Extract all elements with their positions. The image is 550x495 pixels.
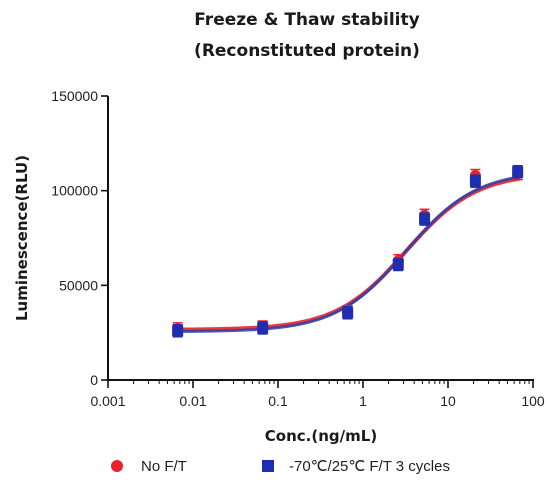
x-tick-label: 100: [521, 393, 545, 409]
point-series-2: [257, 322, 269, 334]
x-tick-label: 0.001: [90, 393, 125, 409]
y-tick-label: 100000: [51, 183, 98, 199]
data-points: [172, 164, 524, 338]
axes: [107, 96, 534, 381]
point-series-2: [419, 213, 431, 225]
legend: No F/T -70℃/25℃ F/T 3 cycles: [111, 458, 450, 475]
point-series-2: [172, 325, 184, 337]
y-tick-label: 0: [90, 372, 98, 388]
chart-title: Freeze & Thaw stability: [194, 10, 419, 30]
ticks: 0 50000 100000 150000 0.001 0.01 0.1 1 10 100: [51, 88, 545, 409]
point-series-2: [469, 175, 481, 187]
legend-marker-square: [262, 460, 274, 472]
x-tick-label: 1: [359, 393, 367, 409]
x-tick-label: 0.1: [268, 393, 288, 409]
x-tick-label: 0.01: [179, 393, 206, 409]
legend-label-2: -70℃/25℃ F/T 3 cycles: [289, 458, 450, 475]
point-series-2: [392, 259, 404, 271]
y-tick-label: 50000: [59, 277, 98, 293]
y-tick-label: 150000: [51, 88, 98, 104]
chart-subtitle: (Reconstituted protein): [194, 41, 420, 61]
x-axis-label: Conc.(ng/mL): [265, 427, 377, 445]
y-axis-label: Luminescence(RLU): [13, 155, 31, 321]
point-series-2: [342, 307, 354, 319]
legend-label-1: No F/T: [141, 458, 187, 475]
point-series-2: [512, 166, 524, 178]
legend-marker-circle: [111, 460, 123, 472]
x-tick-label: 10: [440, 393, 456, 409]
